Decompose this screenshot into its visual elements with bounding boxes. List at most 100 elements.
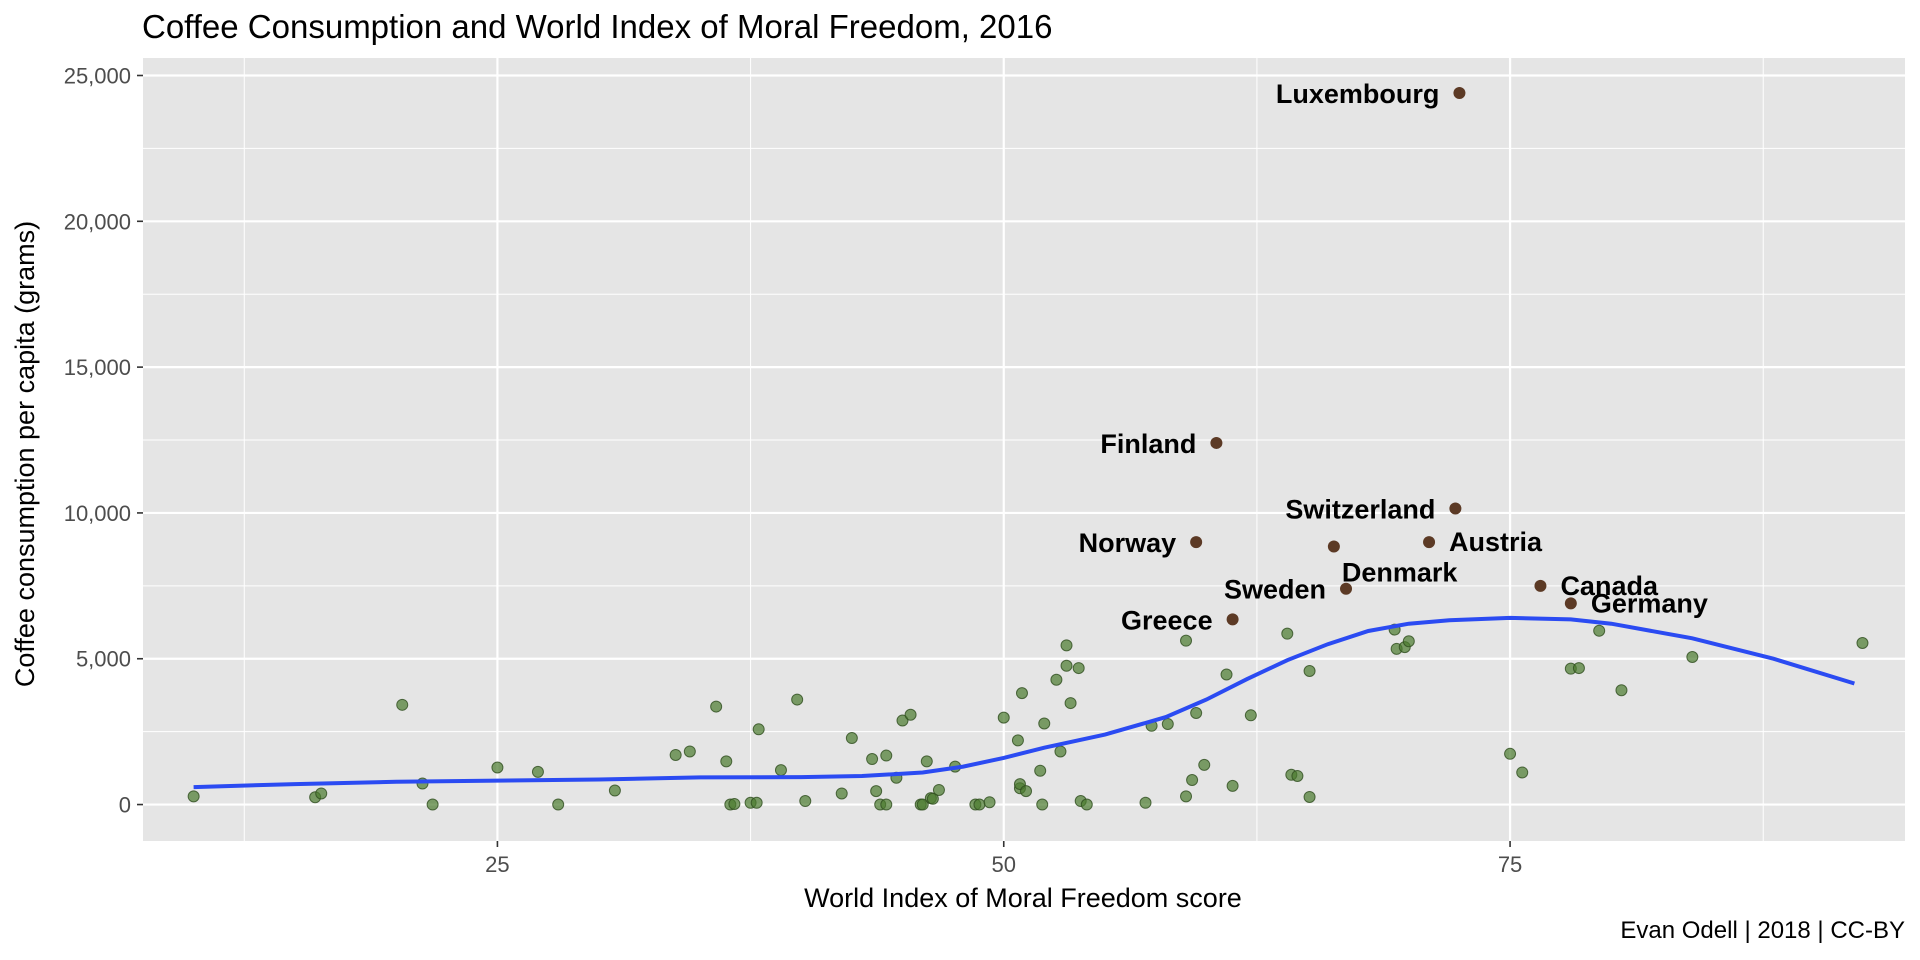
x-tick-label: 75 <box>1498 852 1522 877</box>
point-label: Denmark <box>1342 557 1459 587</box>
grid-minor <box>143 58 1905 841</box>
y-tick-label: 10,000 <box>64 501 131 526</box>
data-point <box>728 797 741 810</box>
data-point <box>1034 764 1047 777</box>
point-label: Finland <box>1100 429 1196 459</box>
data-point <box>1291 769 1304 782</box>
data-point <box>774 764 787 777</box>
data-point <box>1220 668 1233 681</box>
data-point <box>1186 774 1199 787</box>
plot-panel <box>143 58 1905 841</box>
highlighted-labels: Luxembourg Finland Switzerland Norway Austri… <box>1079 79 1708 635</box>
data-point <box>396 698 409 711</box>
data-point <box>1038 717 1051 730</box>
x-axis: 25 50 75 <box>485 841 1522 877</box>
data-point <box>997 711 1010 724</box>
data-point <box>926 792 939 805</box>
y-axis-title: Coffee consumption per capita (grams) <box>10 221 40 687</box>
caption: Evan Odell | 2018 | CC-BY <box>1620 917 1905 944</box>
highlighted-point <box>1423 536 1436 549</box>
data-points <box>187 623 1869 811</box>
data-point <box>880 798 893 811</box>
grid-major <box>143 58 1905 841</box>
point-label: Sweden <box>1224 575 1326 605</box>
data-point <box>1050 673 1063 686</box>
data-point <box>1072 662 1085 675</box>
data-point <box>710 700 723 713</box>
data-point <box>870 785 883 798</box>
data-point <box>1161 718 1174 731</box>
data-point <box>1060 659 1073 672</box>
data-point <box>683 745 696 758</box>
data-point <box>426 798 439 811</box>
highlighted-point <box>1449 502 1462 515</box>
highlighted-point <box>1340 582 1353 595</box>
chart-title: Coffee Consumption and World Index of Mo… <box>142 8 1052 45</box>
data-point <box>916 798 929 811</box>
data-point <box>1054 745 1067 758</box>
data-point <box>315 787 328 800</box>
point-label: Canada <box>1560 571 1659 601</box>
data-point <box>750 796 763 809</box>
highlighted-points <box>1190 86 1577 626</box>
x-tick-label: 25 <box>485 852 509 877</box>
data-point <box>1180 634 1193 647</box>
data-point <box>608 784 621 797</box>
data-point <box>1064 697 1077 710</box>
data-point <box>1856 636 1869 649</box>
data-point <box>1036 798 1049 811</box>
highlighted-point <box>1190 536 1203 549</box>
data-point <box>799 795 812 808</box>
y-tick-label: 5,000 <box>76 647 131 672</box>
data-point <box>1303 790 1316 803</box>
data-point <box>552 798 565 811</box>
data-point <box>1080 798 1093 811</box>
data-point <box>491 761 504 774</box>
data-point <box>720 755 733 768</box>
data-point <box>880 749 893 762</box>
point-label: Germany <box>1591 588 1708 618</box>
data-point <box>1011 734 1024 747</box>
highlighted-point <box>1564 597 1577 610</box>
x-tick-label: 50 <box>992 852 1016 877</box>
data-point <box>1572 662 1585 675</box>
data-point <box>932 783 945 796</box>
point-label: Luxembourg <box>1276 79 1440 109</box>
data-point <box>1020 785 1033 798</box>
data-point <box>791 693 804 706</box>
data-point <box>1504 747 1517 760</box>
highlighted-point <box>1327 540 1340 553</box>
y-tick-label: 20,000 <box>64 209 131 234</box>
highlighted-point <box>1534 579 1547 592</box>
highlighted-point <box>1210 436 1223 449</box>
data-point <box>1516 766 1529 779</box>
data-point <box>669 748 682 761</box>
data-point <box>973 798 986 811</box>
point-label: Norway <box>1079 528 1177 558</box>
x-axis-title: World Index of Moral Freedom score <box>804 883 1242 913</box>
data-point <box>920 755 933 768</box>
smooth-line <box>193 615 1855 790</box>
data-point <box>1198 758 1211 771</box>
data-point <box>1593 624 1606 637</box>
data-point <box>835 787 848 800</box>
point-label: Switzerland <box>1285 495 1435 525</box>
data-point <box>1190 706 1203 719</box>
data-point <box>1303 664 1316 677</box>
data-point <box>1402 635 1415 648</box>
y-axis: 0 5,000 10,000 15,000 20,000 25,000 <box>64 63 143 818</box>
y-tick-label: 0 <box>119 793 131 818</box>
point-label: Greece <box>1121 605 1213 635</box>
y-tick-label: 25,000 <box>64 63 131 88</box>
y-tick-label: 15,000 <box>64 355 131 380</box>
data-point <box>866 753 879 766</box>
highlighted-point <box>1226 613 1239 626</box>
highlighted-point <box>1453 86 1466 99</box>
data-point <box>1686 650 1699 663</box>
data-point <box>1139 796 1152 809</box>
data-point <box>1615 684 1628 697</box>
data-point <box>904 708 917 721</box>
data-point <box>983 796 996 809</box>
data-point <box>896 714 909 727</box>
